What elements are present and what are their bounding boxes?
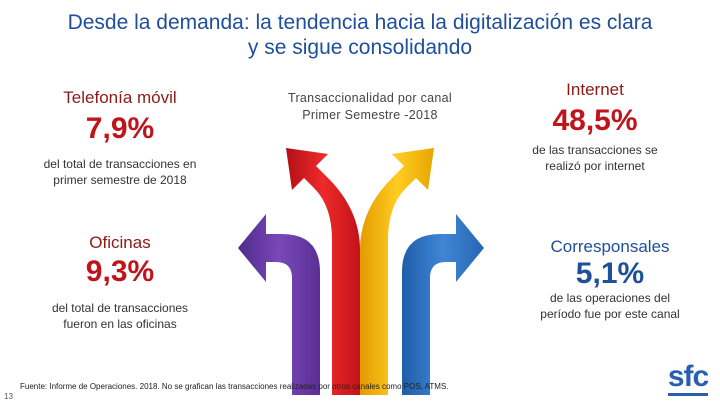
oficinas-description: del total de transacciones fueron en las… xyxy=(20,300,220,332)
oficinas-value: 9,3% xyxy=(85,255,155,288)
sfc-logo-underline xyxy=(668,393,708,396)
internet-description-line1: de las transacciones se xyxy=(532,143,658,157)
corresponsales-label: Corresponsales xyxy=(550,237,670,256)
red-arrow xyxy=(286,148,360,395)
channel-caption: Transaccionalidad por canal Primer Semes… xyxy=(250,90,490,124)
corresponsales-value: 5,1% xyxy=(575,257,645,290)
telefonia-description: del total de transacciones en primer sem… xyxy=(20,156,220,188)
channel-caption-line2: Primer Semestre -2018 xyxy=(302,108,438,122)
corresponsales-description-line1: de las operaciones del xyxy=(549,291,671,305)
oficinas-label: Oficinas xyxy=(89,233,151,252)
telefonia-description-line1: del total de transacciones en xyxy=(43,157,197,171)
corresponsales-description-line2: período fue por este canal xyxy=(540,307,680,321)
oficinas-description-line2: fueron en las oficinas xyxy=(63,317,177,331)
page-number: 13 xyxy=(4,392,13,401)
slide-title-line1: Desde la demanda: la tendencia hacia la … xyxy=(67,11,653,34)
telefonia-label: Telefonía móvil xyxy=(63,88,177,107)
oficinas-description-line1: del total de transacciones xyxy=(51,301,189,315)
telefonia-value: 7,9% xyxy=(85,112,155,145)
slide-title-line2: y se sigue consolidando xyxy=(247,36,473,59)
internet-label: Internet xyxy=(566,80,624,99)
yellow-arrow xyxy=(360,148,434,395)
blue-arrow xyxy=(402,214,484,395)
corresponsales-description: de las operaciones del período fue por e… xyxy=(510,290,710,322)
slide-title: Desde la demanda: la tendencia hacia la … xyxy=(0,10,720,60)
internet-description-line2: realizó por internet xyxy=(545,159,645,173)
source-footnote: Fuente: Informe de Operaciones. 2018. No… xyxy=(20,382,449,391)
telefonia-description-line2: primer semestre de 2018 xyxy=(53,173,187,187)
purple-arrow xyxy=(238,214,320,395)
sfc-logo-text: sfc xyxy=(667,360,709,393)
internet-value: 48,5% xyxy=(552,104,638,137)
internet-description: de las transacciones se realizó por inte… xyxy=(495,142,695,174)
channel-caption-line1: Transaccionalidad por canal xyxy=(288,91,452,105)
sfc-logo: sfc xyxy=(660,362,716,402)
